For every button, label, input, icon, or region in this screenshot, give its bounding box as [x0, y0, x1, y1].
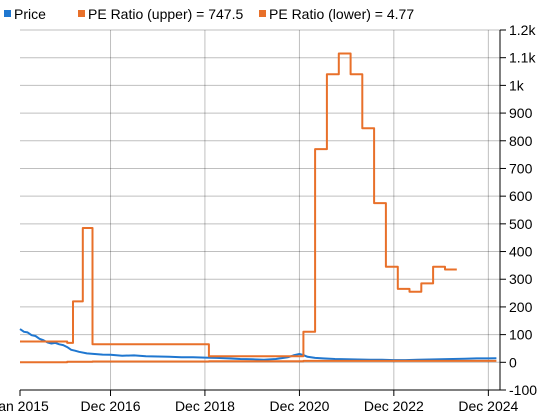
legend-label-price: Price [14, 6, 46, 22]
y-tick-label: 200 [509, 299, 533, 315]
y-tick-label: 1.2k [509, 22, 536, 38]
pe-ratio-upper-line [20, 52, 457, 358]
legend-label-pe-upper: PE Ratio (upper) = 747.5 [88, 6, 243, 22]
legend-label-pe-lower: PE Ratio (lower) = 4.77 [269, 6, 414, 22]
x-tick-label: Dec 2022 [364, 398, 424, 414]
legend-item-pe-upper[interactable]: PE Ratio (upper) = 747.5 [78, 6, 243, 22]
y-tick-label: 400 [509, 244, 533, 260]
legend-swatch-pe-upper [78, 10, 85, 17]
legend-item-pe-lower[interactable]: PE Ratio (lower) = 4.77 [259, 6, 414, 22]
legend-swatch-pe-lower [259, 10, 266, 17]
y-tick-label: 0 [509, 354, 517, 370]
x-tick-label: Dec 2024 [458, 398, 518, 414]
pe-ratio-lower-line [20, 359, 497, 364]
y-tick-label: 900 [509, 105, 533, 121]
y-axis-ticks: -100 0 100 200 300 400 500 600 700 800 900 1k 1.1k 1.… [500, 22, 537, 398]
y-tick-label: -100 [509, 382, 537, 398]
x-axis-ticks: Jan 2015 Dec 2016 Dec 2018 Dec 2020 Dec 2022… [0, 390, 519, 414]
series-lines [19, 52, 497, 364]
legend-swatch-price [4, 10, 11, 17]
x-tick-label: Dec 2016 [81, 398, 141, 414]
y-tick-label: 700 [509, 160, 533, 176]
y-tick-label: 500 [509, 216, 533, 232]
gridlines [20, 29, 500, 391]
axes [20, 30, 501, 391]
y-tick-label: 300 [509, 271, 533, 287]
y-tick-label: 1k [509, 77, 525, 93]
y-tick-label: 600 [509, 188, 533, 204]
x-tick-label: Dec 2018 [175, 398, 235, 414]
x-tick-label: Dec 2020 [269, 398, 329, 414]
x-tick-label: Jan 2015 [0, 398, 49, 414]
y-tick-label: 800 [509, 133, 533, 149]
y-tick-label: 1.1k [509, 50, 536, 66]
y-tick-label: 100 [509, 327, 533, 343]
legend: Price PE Ratio (upper) = 747.5 PE Ratio … [4, 6, 414, 22]
legend-item-price[interactable]: Price [4, 6, 46, 22]
